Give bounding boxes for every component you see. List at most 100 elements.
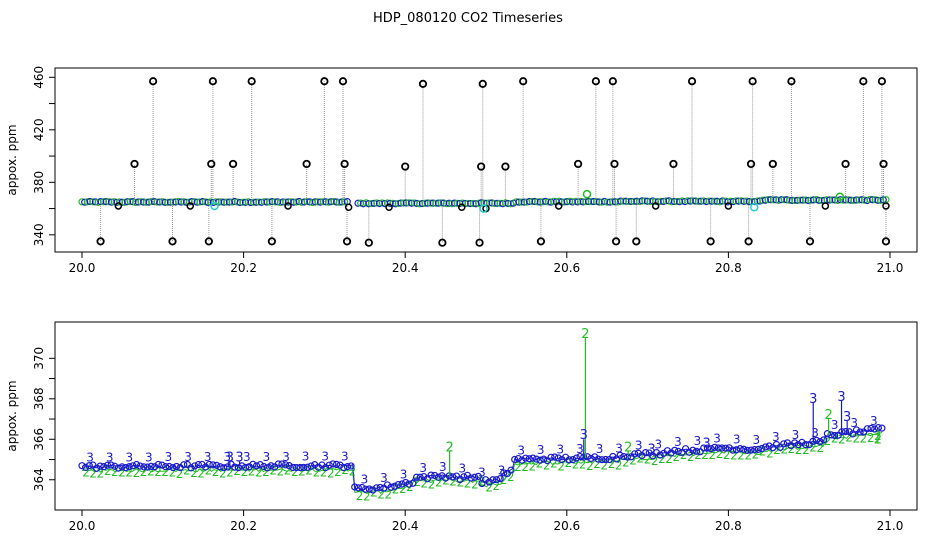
- top-baseline-point: [456, 199, 464, 208]
- top-baseline-point: [651, 197, 660, 206]
- top-baseline-point: [370, 199, 378, 207]
- bottom-spike-label: 2: [874, 432, 882, 447]
- bottom-series-3-point: [92, 464, 101, 472]
- bottom-series-3-point: [841, 428, 850, 436]
- bottom-series-2-marker: 2: [363, 489, 371, 503]
- bottom-series-2-marker: 2: [514, 460, 522, 474]
- bottom-series-2-marker: 2: [147, 464, 155, 478]
- bottom-series-3-point: [852, 426, 861, 434]
- bottom-series-3-point: [801, 441, 810, 449]
- bottom-series-3-point: [285, 462, 293, 470]
- bottom-series-3-marker: 3: [478, 466, 486, 480]
- bottom-series-3-point: [212, 461, 221, 469]
- top-baseline-point: [140, 198, 148, 206]
- top-baseline-point: [402, 199, 410, 207]
- top-baseline-point: [603, 198, 611, 206]
- bottom-series-3-point: [820, 436, 828, 444]
- top-highlight-point: [582, 189, 592, 199]
- top-spike-point: [438, 238, 447, 247]
- bottom-y-axis-title: appox. ppm: [5, 380, 19, 451]
- bottom-series-2-marker: 2: [413, 475, 421, 489]
- top-spike-point: [744, 237, 753, 246]
- bottom-series-3-point: [420, 472, 428, 481]
- bottom-series-3-point: [172, 462, 181, 471]
- bottom-series-3-point: [696, 448, 704, 456]
- bottom-series-3-marker: 3: [733, 432, 741, 446]
- bottom-series-3-point: [398, 480, 406, 488]
- bottom-series-3-point: [856, 428, 864, 436]
- bottom-series-3-point: [521, 454, 530, 462]
- bottom-series-3-point: [485, 478, 493, 486]
- top-spike-point: [302, 159, 311, 169]
- top-spike-point: [130, 159, 139, 169]
- top-baseline-point: [314, 198, 322, 206]
- top-baseline-point: [276, 198, 284, 207]
- bottom-series-3-point: [256, 461, 264, 469]
- top-baseline-point: [196, 198, 204, 206]
- bottom-series-3-point: [383, 481, 392, 489]
- top-baseline-point: [702, 197, 711, 206]
- top-baseline-point: [236, 198, 244, 207]
- bottom-series-3-marker: 3: [400, 468, 408, 482]
- top-baseline-point: [729, 197, 737, 206]
- top-low-point: [284, 202, 292, 210]
- bottom-series-2-marker: 2: [377, 488, 385, 502]
- top-spike-point: [591, 77, 600, 86]
- bottom-series-3-marker: 3: [596, 442, 604, 456]
- top-spike-point: [632, 237, 641, 246]
- bottom-series-3-point: [307, 462, 315, 470]
- bottom-series-3-point: [340, 464, 348, 472]
- bottom-series-3-point: [532, 455, 541, 463]
- top-baseline-point: [571, 197, 579, 206]
- top-spike-point: [536, 237, 546, 246]
- top-baseline-point: [788, 196, 796, 204]
- bottom-series-2-marker: 2: [550, 456, 558, 470]
- bottom-series-3-point: [329, 460, 337, 468]
- top-baseline-point: [137, 198, 145, 206]
- top-baseline-point: [113, 198, 121, 206]
- bottom-series-3-marker: 3: [361, 472, 369, 486]
- bottom-series-2-marker: 2: [773, 443, 781, 457]
- bottom-series-3-point: [129, 462, 137, 470]
- bottom-series-3-marker: 3: [380, 471, 388, 485]
- top-baseline-point: [83, 198, 91, 206]
- bottom-series-2-marker: 2: [845, 431, 853, 445]
- bottom-series-3-point: [242, 463, 250, 472]
- bottom-series-3-point: [263, 464, 272, 472]
- top-baseline-point: [496, 199, 504, 207]
- top-baseline-point: [190, 198, 199, 206]
- top-baseline-point: [855, 196, 863, 204]
- bottom-series-2-marker: 2: [809, 441, 817, 455]
- bottom-series-2-marker: 2: [291, 465, 299, 479]
- bottom-series-3-marker: 3: [517, 443, 525, 457]
- top-baseline-point: [268, 198, 276, 206]
- top-low-point: [821, 202, 830, 210]
- top-baseline-point: [684, 197, 692, 205]
- bottom-series-2-marker: 2: [255, 466, 263, 480]
- bottom-series-3-point: [220, 464, 228, 472]
- top-baseline-point: [847, 196, 855, 204]
- bottom-series-3-point: [671, 446, 679, 454]
- top-baseline-point: [713, 197, 721, 205]
- top-spike-point: [96, 237, 105, 246]
- bottom-series-3-point: [492, 476, 501, 484]
- bottom-series-3-point: [634, 449, 642, 457]
- bottom-series-3-point: [827, 431, 835, 439]
- bottom-series-2-marker: 2: [500, 473, 508, 487]
- top-baseline-point: [793, 196, 802, 204]
- top-highlight-point: [479, 204, 488, 213]
- bottom-series-2-marker: 2: [190, 466, 198, 480]
- bottom-series-2-marker: 2: [543, 458, 551, 472]
- top-spike-point: [418, 79, 428, 88]
- bottom-series-2-marker: 2: [313, 466, 321, 480]
- top-baseline-point: [764, 196, 772, 204]
- top-baseline-point: [568, 198, 577, 206]
- top-baseline-point: [582, 198, 590, 206]
- bottom-series-2-marker: 2: [529, 459, 537, 473]
- bottom-series-3-point: [234, 464, 242, 472]
- top-baseline-point: [316, 198, 325, 206]
- top-y-tick-label: 420: [32, 118, 46, 141]
- top-baseline-point: [225, 198, 233, 206]
- top-baseline-point: [386, 199, 394, 208]
- top-baseline-point: [609, 198, 617, 206]
